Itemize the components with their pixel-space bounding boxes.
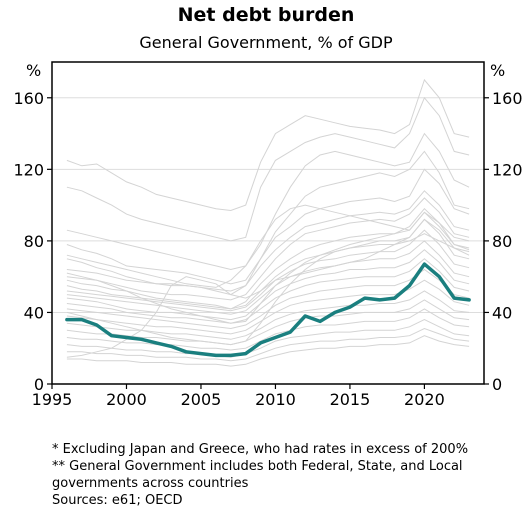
- plot-frame: [51, 61, 485, 385]
- x-tick-label-2005: 2005: [181, 390, 222, 409]
- background-series-line-19: [66, 335, 470, 367]
- background-series-line-20: [66, 233, 470, 358]
- background-series-line-24: [66, 218, 470, 346]
- y-tick-label-right-40: 40: [492, 303, 512, 322]
- y-tick-label-right-80: 80: [492, 232, 512, 251]
- background-series-line-11: [66, 258, 470, 324]
- y-axis-unit-left: %: [26, 61, 41, 80]
- footnote-2: ** General Government includes both Fede…: [52, 459, 463, 474]
- background-series-line-0: [66, 78, 470, 212]
- chart-subtitle: General Government, % of GDP: [139, 33, 393, 52]
- x-tick-label-1995: 1995: [32, 390, 73, 409]
- chart-title: Net debt burden: [177, 4, 355, 26]
- background-series-line-3: [66, 168, 470, 296]
- background-series-line-16: [66, 308, 470, 351]
- y-tick-label-left-120: 120: [13, 160, 44, 179]
- background-series-line-1: [66, 96, 470, 242]
- background-series-line-23: [66, 211, 470, 324]
- highlight-series-line: [65, 262, 471, 358]
- background-series-line-2: [66, 150, 470, 285]
- y-tick-label-left-80: 80: [24, 232, 44, 251]
- footnotes: * Excluding Japan and Greece, who had ra…: [52, 441, 468, 509]
- y-tick-label-right-160: 160: [492, 89, 523, 108]
- background-series-line-6: [66, 207, 470, 310]
- background-series-line-5: [66, 197, 470, 301]
- tick-marks: [47, 97, 489, 389]
- background-series-line-18: [66, 327, 470, 362]
- background-series-line-22: [66, 132, 470, 271]
- background-series-line-10: [66, 249, 470, 321]
- footnote-sources: Sources: e61; OECD: [52, 493, 183, 508]
- y-tick-label-right-120: 120: [492, 160, 523, 179]
- y-tick-label-right-0: 0: [492, 375, 502, 394]
- grid-lines: [52, 97, 484, 313]
- background-series-line-7: [66, 218, 470, 310]
- background-series-line-14: [66, 290, 470, 340]
- background-series-line-9: [66, 240, 470, 315]
- chart-canvas: % % 0 0 40 40 80 80 120 120 160 160 1995 2000 2005 20…: [13, 61, 523, 409]
- background-series-line-15: [66, 299, 470, 346]
- footnote-1: * Excluding Japan and Greece, who had ra…: [52, 442, 469, 457]
- x-tick-label-2020: 2020: [404, 390, 445, 409]
- y-axis-unit-right: %: [490, 61, 505, 80]
- x-tick-label-2000: 2000: [106, 390, 147, 409]
- background-series-line-12: [66, 268, 470, 330]
- background-series: [66, 78, 470, 367]
- background-series-line-4: [66, 190, 470, 292]
- background-series-line-17: [66, 319, 470, 358]
- x-tick-label-2010: 2010: [255, 390, 296, 409]
- x-tick-label-2015: 2015: [330, 390, 371, 409]
- y-tick-label-left-40: 40: [24, 303, 44, 322]
- background-series-line-8: [66, 229, 470, 312]
- y-tick-label-left-0: 0: [34, 375, 44, 394]
- footnote-3: governments across countries: [52, 476, 249, 491]
- highlight-series-group: [65, 262, 471, 358]
- y-tick-label-left-160: 160: [13, 89, 44, 108]
